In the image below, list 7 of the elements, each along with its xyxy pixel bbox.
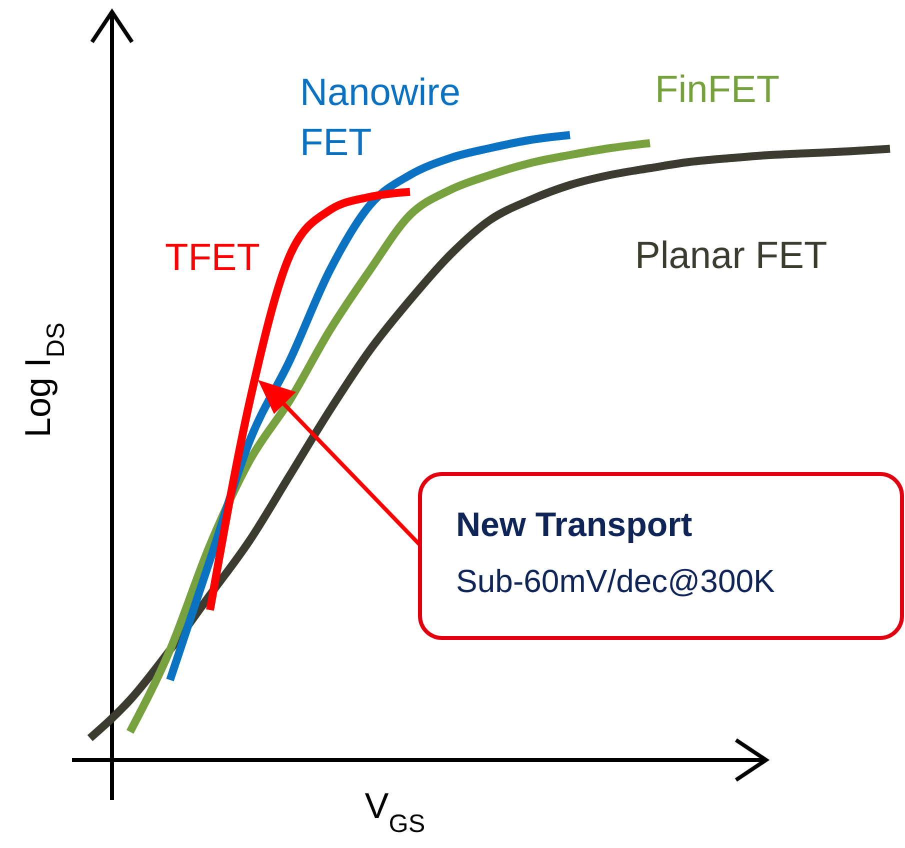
annotation: New Transport — [456, 506, 692, 544]
series-label: FinFET — [655, 69, 780, 111]
x-axis-title: V$_{GS}$ — [364, 785, 426, 838]
series-label: Planar FET — [635, 235, 828, 277]
series-label: TFET — [165, 237, 260, 279]
annotation: Sub-60mV/dec@300K — [456, 563, 775, 599]
series-label: Nanowire FET — [300, 72, 461, 164]
